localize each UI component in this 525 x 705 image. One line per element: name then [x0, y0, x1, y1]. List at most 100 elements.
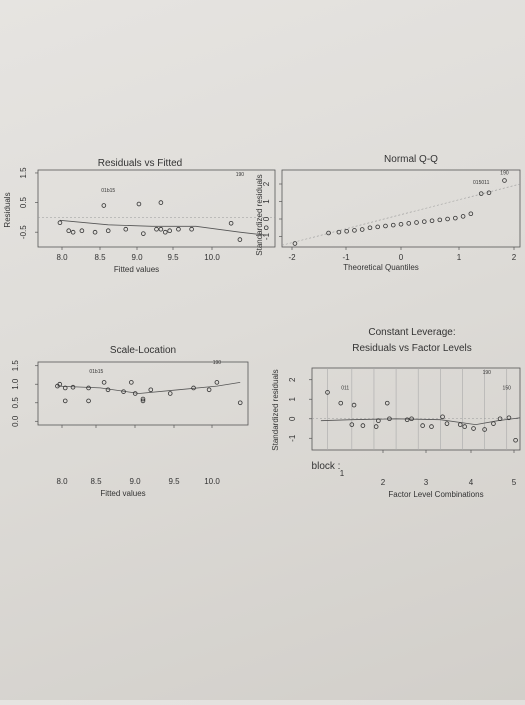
data-point: [158, 226, 164, 232]
x-tick-label: -2: [288, 253, 296, 262]
data-point: [141, 231, 146, 236]
y-tick-label: 0: [288, 416, 297, 421]
data-point: [86, 398, 91, 404]
data-point: [237, 237, 243, 242]
x-tick-label: 8.0: [56, 477, 68, 486]
data-point: [228, 221, 234, 226]
point-label: 01b15: [101, 188, 115, 194]
x-tick-label: 8.5: [94, 253, 106, 262]
data-point: [491, 421, 496, 426]
data-point: [167, 391, 173, 396]
data-point: [162, 229, 168, 235]
data-point: [352, 228, 357, 233]
plot-panel-3: Scale-Location Fitted values 8.0 8.5 9.0 9.5 1…: [11, 345, 249, 498]
x-tick-label: 9.0: [129, 477, 141, 486]
data-point: [344, 228, 349, 234]
data-point: [206, 387, 212, 393]
x-axis-label: Fitted values: [100, 489, 145, 498]
y-axis-label: Standardized residuals: [255, 174, 264, 255]
y-tick-label: 1: [262, 199, 271, 204]
data-point: [129, 380, 134, 385]
qq-reference-line: [281, 183, 521, 246]
plot-subtitle: Residuals vs Factor Levels: [352, 343, 472, 354]
data-point: [123, 226, 129, 232]
data-point: [176, 226, 181, 232]
smoother-line: [59, 219, 267, 236]
data-point: [497, 416, 503, 422]
data-point: [404, 417, 410, 423]
data-point: [384, 400, 390, 406]
data-point: [440, 414, 445, 420]
data-point: [398, 221, 404, 227]
data-point: [336, 229, 342, 235]
data-point: [214, 380, 220, 385]
data-point: [191, 385, 196, 391]
point-label: 190: [213, 360, 222, 366]
data-point: [502, 178, 507, 183]
data-point: [326, 230, 331, 236]
plot-frame: [37, 169, 276, 248]
x-tick-label: -1: [342, 253, 350, 262]
x-axis-label: Theoretical Quantiles: [343, 263, 419, 272]
plot-frame: [311, 367, 521, 451]
data-point: [325, 390, 330, 395]
data-point: [140, 396, 146, 402]
plot-title: Normal Q-Q: [384, 154, 438, 165]
data-point: [132, 391, 138, 396]
data-point: [421, 219, 427, 224]
data-point: [292, 241, 298, 246]
plot-title: Residuals vs Fitted: [98, 158, 182, 169]
smoother-line: [320, 417, 521, 426]
data-point: [468, 211, 474, 217]
data-point: [457, 422, 463, 427]
data-point: [513, 437, 518, 443]
y-tick-label: -1: [288, 434, 297, 442]
data-point: [375, 224, 381, 230]
x-tick-label: 8.0: [56, 253, 68, 262]
data-point: [66, 228, 72, 234]
data-point: [460, 214, 466, 219]
data-point: [445, 216, 450, 222]
data-point: [387, 416, 392, 422]
data-point: [373, 424, 379, 429]
data-point: [506, 415, 512, 421]
data-point: [360, 423, 366, 428]
data-point: [79, 228, 85, 234]
data-point: [383, 223, 388, 229]
x-tick-label: 2: [512, 253, 517, 262]
data-point: [429, 424, 434, 429]
data-point: [105, 387, 111, 393]
point-label: 015011: [473, 180, 490, 186]
data-point: [406, 221, 412, 226]
data-point: [121, 389, 126, 394]
data-point: [136, 201, 142, 207]
data-point: [367, 225, 373, 231]
smoother-line: [57, 382, 241, 394]
y-tick-label: 1.0: [11, 378, 20, 390]
data-point: [92, 229, 98, 235]
data-point: [70, 229, 76, 235]
point-label: 190: [483, 370, 492, 376]
data-point: [482, 427, 487, 432]
data-point: [263, 225, 269, 231]
x-tick-label: 1: [457, 253, 462, 262]
data-point: [338, 400, 344, 406]
x-tick-label: 9.5: [168, 477, 180, 486]
data-point: [62, 398, 68, 404]
data-point: [57, 220, 63, 226]
y-axis-label: Residuals: [3, 192, 12, 227]
x-axis-label: Fitted values: [114, 265, 159, 274]
point-label: 01b15: [89, 369, 103, 375]
data-point: [62, 385, 68, 391]
plot-frame: [37, 361, 249, 426]
factor-label: block :: [312, 461, 341, 472]
x-tick-label: 9.0: [131, 253, 143, 262]
data-point: [101, 203, 107, 208]
data-point: [140, 398, 146, 404]
data-point: [101, 380, 107, 385]
y-tick-label: 2: [262, 181, 271, 186]
data-point: [376, 418, 381, 424]
x-axis-label: Factor Level Combinations: [388, 490, 483, 499]
